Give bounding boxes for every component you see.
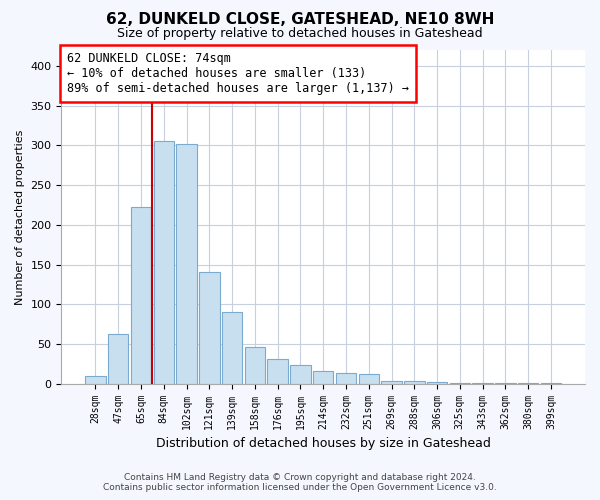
Text: Size of property relative to detached houses in Gateshead: Size of property relative to detached ho… bbox=[117, 28, 483, 40]
Text: Contains HM Land Registry data © Crown copyright and database right 2024.
Contai: Contains HM Land Registry data © Crown c… bbox=[103, 473, 497, 492]
Text: 62 DUNKELD CLOSE: 74sqm
← 10% of detached houses are smaller (133)
89% of semi-d: 62 DUNKELD CLOSE: 74sqm ← 10% of detache… bbox=[67, 52, 409, 94]
Bar bbox=[472, 383, 493, 384]
Bar bbox=[449, 383, 470, 384]
Bar bbox=[199, 272, 220, 384]
Bar bbox=[222, 312, 242, 384]
Bar bbox=[404, 382, 425, 384]
Text: 62, DUNKELD CLOSE, GATESHEAD, NE10 8WH: 62, DUNKELD CLOSE, GATESHEAD, NE10 8WH bbox=[106, 12, 494, 28]
Bar bbox=[495, 383, 515, 384]
Bar bbox=[176, 144, 197, 384]
Bar bbox=[427, 382, 448, 384]
Bar bbox=[518, 383, 538, 384]
Y-axis label: Number of detached properties: Number of detached properties bbox=[15, 129, 25, 304]
Bar bbox=[268, 359, 288, 384]
Bar bbox=[154, 142, 174, 384]
X-axis label: Distribution of detached houses by size in Gateshead: Distribution of detached houses by size … bbox=[156, 437, 491, 450]
Bar bbox=[85, 376, 106, 384]
Bar bbox=[313, 371, 334, 384]
Bar bbox=[245, 347, 265, 384]
Bar bbox=[336, 372, 356, 384]
Bar bbox=[359, 374, 379, 384]
Bar bbox=[108, 334, 128, 384]
Bar bbox=[381, 380, 402, 384]
Bar bbox=[131, 208, 151, 384]
Bar bbox=[290, 364, 311, 384]
Bar bbox=[541, 383, 561, 384]
